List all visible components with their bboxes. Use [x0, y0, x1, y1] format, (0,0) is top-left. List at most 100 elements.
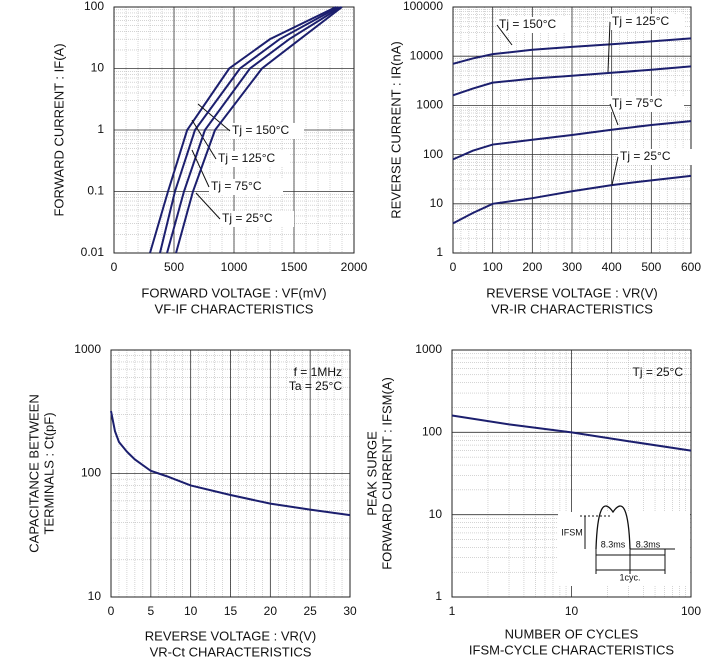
x-axis-label: REVERSE VOLTAGE : VR(V)	[145, 628, 316, 643]
x-tick-label: 400	[602, 260, 622, 274]
x-tick-label: 1500	[281, 260, 308, 274]
annotation: Ta = 25°C	[289, 379, 342, 393]
x-tick-label: 1	[449, 604, 456, 618]
y-tick-label: 0.1	[87, 184, 104, 198]
annotation: Tj = 25°C	[633, 365, 684, 379]
series-label: Tj = 125°C	[612, 14, 669, 28]
label-bg	[610, 96, 684, 112]
y-axis-label: TERMINALS : Ct(pF)	[41, 412, 56, 534]
inset-label: 1cyc.	[619, 572, 640, 582]
label-bg	[209, 179, 283, 195]
chart-title: VR-IR CHARACTERISTICS	[491, 301, 653, 316]
y-tick-label: 100	[422, 425, 442, 439]
data-line	[158, 6, 339, 254]
series-label: Tj = 25°C	[222, 211, 273, 225]
x-tick-label: 100	[681, 604, 701, 618]
y-axis-label: FORWARD CURRENT : IF(A)	[51, 43, 66, 216]
plot-frame	[451, 349, 692, 598]
y-tick-label: 1000	[416, 98, 443, 112]
label-bg	[220, 211, 294, 227]
data-line	[451, 414, 692, 452]
inset-label: IFSM	[561, 527, 583, 537]
x-axis-label: NUMBER OF CYCLES	[505, 626, 639, 641]
y-tick-label: 10	[430, 196, 444, 210]
label-bg	[497, 17, 571, 33]
y-tick-label: 1000	[74, 342, 101, 356]
label-arrow	[191, 119, 217, 160]
y-tick-label: 100	[84, 0, 104, 13]
label-arrow	[607, 21, 611, 73]
x-tick-label: 600	[681, 260, 701, 274]
inset-wave	[595, 505, 631, 550]
x-tick-label: 20	[264, 604, 278, 618]
annotation: f = 1MHz	[294, 365, 342, 379]
y-tick-label: 1	[436, 245, 443, 259]
y-tick-label: 10	[88, 589, 102, 603]
series-label: Tj = 25°C	[620, 149, 671, 163]
x-tick-label: 0	[111, 260, 118, 274]
y-axis-label: FORWARD CURRENT : IFSM(A)	[379, 377, 394, 570]
label-arrow	[195, 192, 221, 220]
chart-title: VF-IF CHARACTERISTICS	[155, 301, 314, 316]
x-axis-label: REVERSE VOLTAGE : VR(V)	[486, 285, 657, 300]
plot-frame	[452, 6, 692, 254]
data-line	[110, 410, 351, 517]
series-label: Tj = 150°C	[499, 17, 556, 31]
plot-frame	[110, 349, 351, 598]
y-tick-label: 1000	[415, 342, 442, 356]
series-label: Tj = 125°C	[218, 151, 275, 165]
label-arrow	[611, 156, 619, 186]
y-axis-label: PEAK SURGE	[364, 431, 379, 516]
data-line	[452, 120, 692, 161]
data-line	[149, 6, 337, 254]
x-tick-label: 500	[164, 260, 184, 274]
label-bg	[618, 149, 692, 165]
data-line	[452, 37, 692, 65]
y-axis-label: CAPACITANCE BETWEEN	[26, 394, 41, 552]
label-arrow	[496, 24, 513, 46]
data-line	[452, 65, 692, 97]
x-tick-label: 200	[522, 260, 542, 274]
x-tick-label: 300	[562, 260, 582, 274]
x-tick-label: 0	[450, 260, 457, 274]
plot-frame	[113, 6, 355, 254]
x-tick-label: 100	[483, 260, 503, 274]
data-line	[166, 6, 342, 254]
x-tick-label: 1000	[221, 260, 248, 274]
series-label: Tj = 75°C	[612, 96, 663, 110]
x-tick-label: 2000	[341, 260, 368, 274]
inset-label: 8.3ms	[636, 539, 661, 549]
x-tick-label: 15	[224, 604, 238, 618]
x-tick-label: 0	[108, 604, 115, 618]
y-axis-label: REVERSE CURRENT : IR(nA)	[388, 41, 403, 218]
series-label: Tj = 75°C	[211, 179, 262, 193]
x-tick-label: 25	[303, 604, 317, 618]
x-tick-label: 5	[147, 604, 154, 618]
label-bg	[610, 14, 684, 30]
y-tick-label: 100000	[403, 0, 443, 13]
y-tick-label: 1	[435, 589, 442, 603]
data-line	[175, 6, 343, 254]
chart-title: IFSM-CYCLE CHARACTERISTICS	[469, 642, 674, 657]
x-tick-label: 500	[641, 260, 661, 274]
x-tick-label: 10	[184, 604, 198, 618]
y-tick-label: 100	[81, 466, 101, 480]
x-tick-label: 10	[565, 604, 579, 618]
y-tick-label: 0.01	[81, 245, 105, 259]
series-label: Tj = 150°C	[232, 123, 289, 137]
y-tick-label: 1	[97, 122, 104, 136]
label-bg	[230, 123, 304, 139]
x-tick-label: 30	[343, 604, 357, 618]
y-tick-label: 10	[91, 61, 105, 75]
chart-title: VR-Ct CHARACTERISTICS	[150, 644, 312, 659]
y-tick-label: 100	[423, 147, 443, 161]
inset-label: 8.3ms	[601, 539, 626, 549]
y-tick-label: 10000	[410, 48, 444, 62]
y-tick-label: 10	[429, 507, 443, 521]
data-line	[452, 174, 692, 225]
label-arrow	[609, 103, 619, 126]
x-axis-label: FORWARD VOLTAGE : VF(mV)	[141, 285, 326, 300]
label-bg	[216, 151, 290, 167]
